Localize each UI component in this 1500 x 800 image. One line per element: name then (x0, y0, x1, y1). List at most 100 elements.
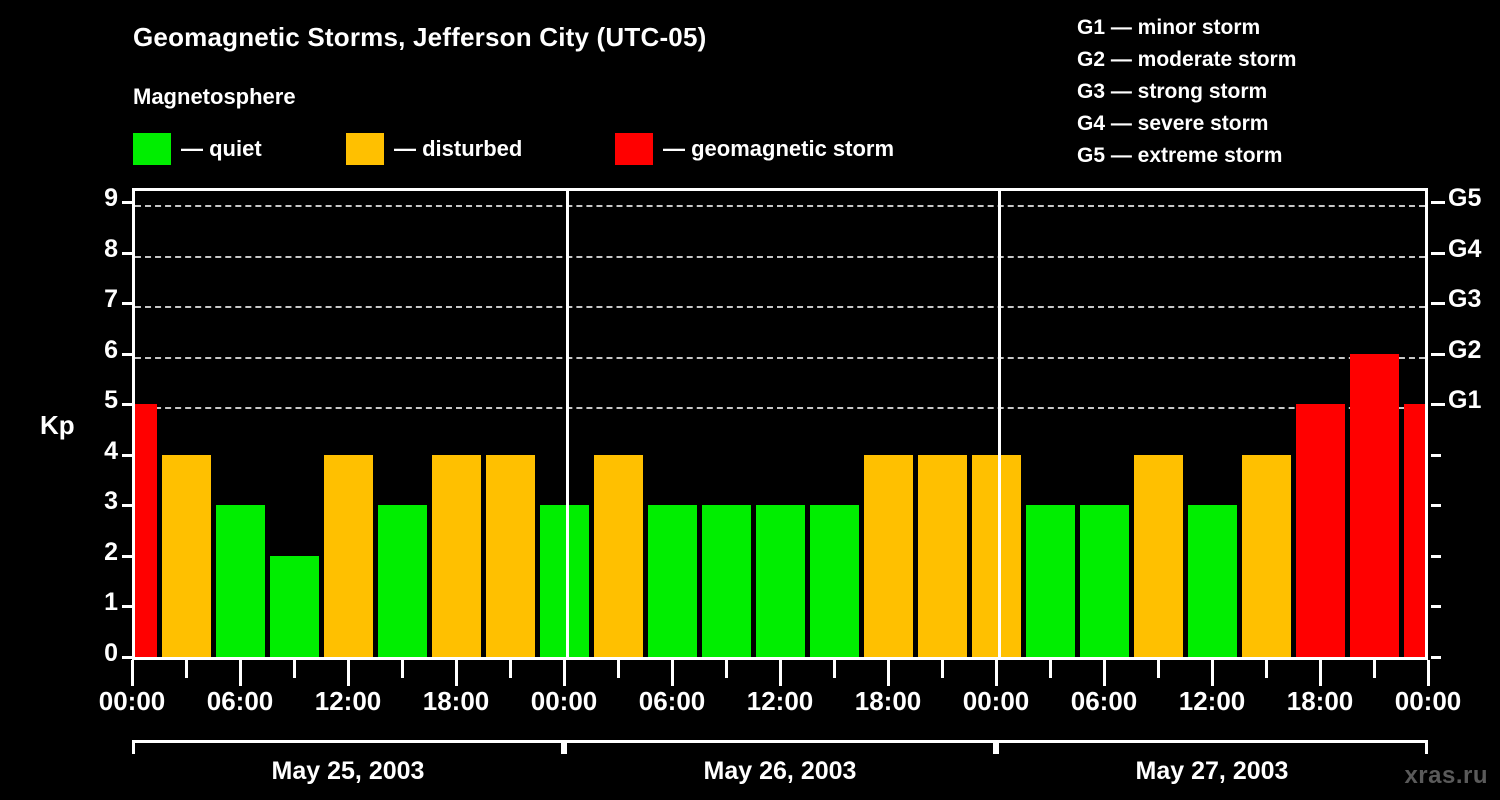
legend-item-disturbed: — disturbed (346, 133, 522, 167)
y-tick-7 (122, 302, 134, 306)
bar (324, 454, 373, 657)
x-tick (1049, 660, 1052, 678)
x-tick (185, 660, 188, 678)
x-tick-label: 00:00 (98, 686, 166, 716)
x-tick (1319, 660, 1322, 686)
x-tick (293, 660, 296, 678)
bar (1188, 505, 1237, 657)
x-tick (995, 660, 998, 686)
x-tick-label: 06:00 (206, 686, 274, 716)
bar (432, 454, 481, 657)
g-scale-row-2: G2 — moderate storm (1077, 48, 1297, 71)
bar (702, 505, 751, 657)
y-axis-title: Kp (40, 410, 75, 440)
y-tick-0 (122, 656, 134, 659)
bar (378, 505, 427, 657)
g-minor-tick-8 (1431, 251, 1441, 255)
day-bracket (564, 740, 996, 754)
x-tick-label: 12:00 (314, 686, 382, 716)
g-scale-legend: G1 — minor storm G2 — moderate storm G3 — … (1077, 12, 1296, 172)
x-tick (1103, 660, 1106, 686)
x-tick (833, 660, 836, 678)
y-tick-5 (122, 403, 134, 407)
x-tick (725, 660, 728, 678)
x-tick (887, 660, 890, 686)
g-tick-label-G4: G4 (1448, 234, 1482, 263)
legend-label-geomagnetic-storm: — geomagnetic storm (663, 136, 895, 161)
y-tick-2 (122, 554, 134, 558)
x-tick-label: 06:00 (638, 686, 706, 716)
g-scale-row-5: G5 — extreme storm (1077, 144, 1283, 167)
legend-swatch-geomagnetic-storm (615, 133, 653, 165)
x-tick (671, 660, 674, 686)
legend-label-disturbed: — disturbed (394, 136, 523, 161)
legend-item-quiet: — quiet (133, 133, 262, 167)
g-minor-tick-4 (1431, 453, 1441, 457)
legend-swatch-disturbed (346, 133, 384, 165)
gridline-kp-8 (135, 255, 1425, 258)
g-minor-tick-7 (1431, 302, 1441, 306)
x-tick-label: 00:00 (962, 686, 1030, 716)
g-tick-label-G2: G2 (1448, 335, 1482, 364)
x-tick-label: 18:00 (1286, 686, 1354, 716)
bar (486, 454, 535, 657)
g-minor-tick-9 (1431, 201, 1441, 204)
bar (972, 454, 1021, 657)
bar (756, 505, 805, 657)
x-tick-label: 12:00 (746, 686, 814, 716)
y-tick-label-3: 3 (104, 487, 118, 516)
plot-inner (135, 191, 1425, 657)
chart-subtitle: Magnetosphere (133, 84, 296, 109)
y-tick-label-7: 7 (104, 285, 118, 314)
bar (594, 454, 643, 657)
bar (216, 505, 265, 657)
x-tick (509, 660, 512, 678)
page-title: Geomagnetic Storms, Jefferson City (UTC-… (133, 22, 707, 52)
y-tick-label-5: 5 (104, 386, 118, 415)
x-tick (455, 660, 458, 686)
gridline-kp-7 (135, 306, 1425, 309)
g-tick-label-G1: G1 (1448, 386, 1482, 415)
bar (135, 404, 157, 657)
bar (1404, 404, 1425, 657)
y-tick-4 (122, 453, 134, 457)
x-tick-label: 00:00 (530, 686, 598, 716)
bar (1134, 454, 1183, 657)
legend-label-quiet: — quiet (181, 136, 262, 161)
day-label: May 26, 2003 (703, 757, 857, 785)
y-tick-label-2: 2 (104, 537, 118, 566)
g-minor-tick-5 (1431, 403, 1441, 407)
g-scale-row-4: G4 — severe storm (1077, 112, 1269, 135)
y-tick-3 (122, 504, 134, 508)
gridline-kp-9 (135, 205, 1425, 207)
x-tick (1157, 660, 1160, 678)
legend-item-geomagnetic-storm: — geomagnetic storm (615, 133, 894, 167)
y-tick-label-0: 0 (104, 639, 118, 667)
g-scale-row-1: G1 — minor storm (1077, 16, 1261, 39)
plot-area (132, 188, 1428, 657)
x-tick (1265, 660, 1268, 678)
x-tick (941, 660, 944, 678)
x-tick (563, 660, 566, 686)
bar (1080, 505, 1129, 657)
g-tick-label-G3: G3 (1448, 285, 1482, 314)
bar (918, 454, 967, 657)
y-tick-6 (122, 352, 134, 356)
day-bracket (132, 740, 564, 754)
bar (1296, 404, 1345, 657)
x-tick (1211, 660, 1214, 686)
day-bracket (996, 740, 1428, 754)
x-tick (239, 660, 242, 686)
x-tick-label: 06:00 (1070, 686, 1138, 716)
bar (810, 505, 859, 657)
bar (1026, 505, 1075, 657)
bar (540, 505, 589, 657)
bar (864, 454, 913, 657)
day-separator (566, 191, 569, 657)
day-label: May 25, 2003 (271, 757, 425, 785)
legend-swatch-quiet (133, 133, 171, 165)
y-tick-label-4: 4 (104, 436, 118, 465)
y-tick-label-1: 1 (104, 588, 118, 617)
g-minor-tick-0 (1431, 656, 1441, 659)
x-tick-label: 18:00 (854, 686, 922, 716)
